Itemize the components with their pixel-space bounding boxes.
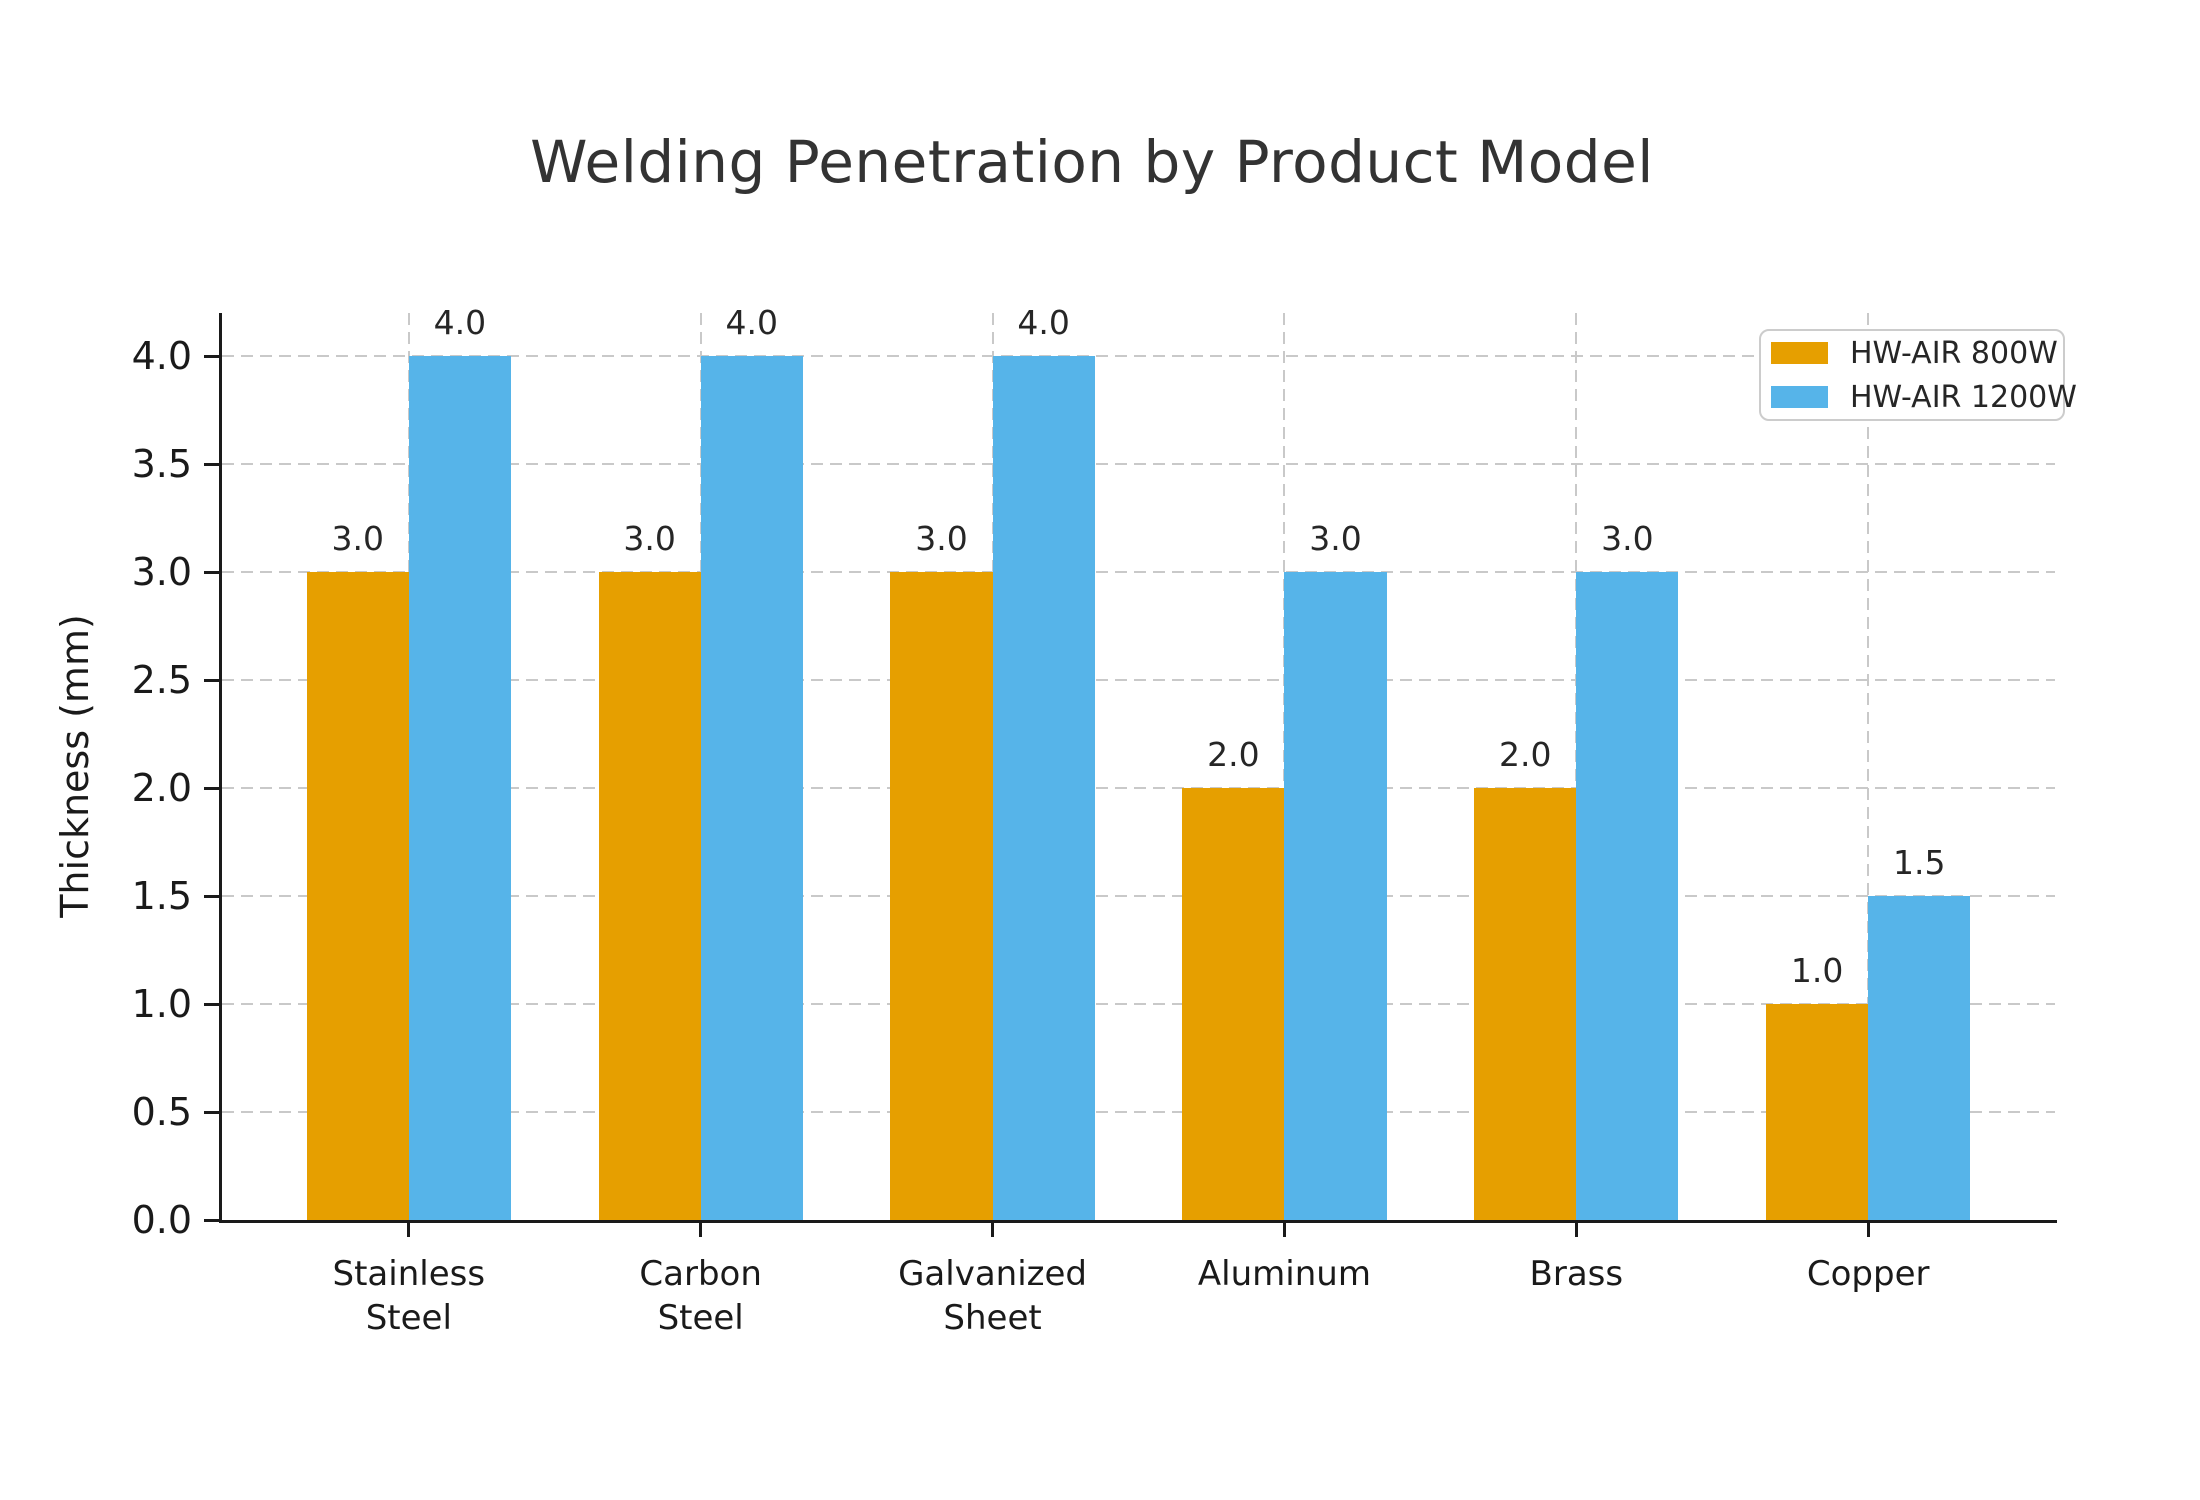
h-gridline <box>222 1111 2055 1114</box>
bar-hw-air-800w-copper <box>1766 1004 1869 1220</box>
y-tick-label: 1.0 <box>131 982 192 1027</box>
x-tick-label: Copper <box>1806 1254 1930 1294</box>
bar-value-label: 4.0 <box>725 303 778 343</box>
y-tick-mark <box>204 570 219 574</box>
bar-value-label: 4.0 <box>1017 303 1070 343</box>
bar-value-label: 3.0 <box>1601 519 1654 559</box>
legend-swatch-icon <box>1771 342 1828 364</box>
h-gridline <box>222 355 2055 358</box>
bar-hw-air-800w-aluminum <box>1182 788 1285 1220</box>
v-gridline <box>1867 313 1870 1220</box>
y-tick-label: 4.0 <box>131 334 192 379</box>
x-tick-mark <box>407 1223 411 1237</box>
y-tick-mark <box>204 894 219 898</box>
y-tick-label: 1.5 <box>131 874 192 919</box>
h-gridline <box>222 787 2055 790</box>
y-tick-label: 0.0 <box>131 1198 192 1242</box>
y-tick-mark <box>204 678 219 682</box>
h-gridline <box>222 463 2055 466</box>
bar-value-label: 3.0 <box>331 519 384 559</box>
y-axis-spine <box>219 313 222 1220</box>
h-gridline <box>222 679 2055 682</box>
bar-value-label: 4.0 <box>433 303 487 343</box>
bar-hw-air-800w-galvanized-sheet <box>890 572 993 1220</box>
bar-value-label: 3.0 <box>915 519 968 559</box>
chart-title: Welding Penetration by Product Model <box>530 128 1654 196</box>
y-tick-mark <box>204 462 219 466</box>
bar-hw-air-1200w-galvanized-sheet <box>992 356 1095 1220</box>
legend-label: HW-AIR 800W <box>1850 335 2058 371</box>
x-tick-mark <box>1282 1223 1286 1237</box>
y-tick-mark <box>204 1218 219 1222</box>
y-tick-mark <box>204 1002 219 1006</box>
x-tick-mark <box>1574 1223 1578 1237</box>
y-tick-mark <box>204 786 219 790</box>
y-axis-label: Thickness (mm) <box>53 614 97 918</box>
x-tick-mark <box>991 1223 995 1237</box>
bar-hw-air-1200w-copper <box>1868 896 1971 1220</box>
x-tick-label: Carbon Steel <box>639 1254 762 1339</box>
h-gridline <box>222 571 2055 574</box>
x-axis-spine <box>219 1220 2057 1223</box>
bar-hw-air-800w-brass <box>1474 788 1577 1220</box>
x-tick-mark <box>699 1223 703 1237</box>
bar-value-label: 2.0 <box>1498 735 1552 775</box>
h-gridline <box>222 1003 2055 1006</box>
legend-row: HW-AIR 800W <box>1771 336 2058 371</box>
bar-hw-air-1200w-carbon-steel <box>700 356 803 1220</box>
x-tick-label: Aluminum <box>1197 1254 1371 1294</box>
bar-value-label: 1.0 <box>1790 951 1844 991</box>
bar-value-label: 1.5 <box>1893 843 1946 883</box>
bar-value-label: 3.0 <box>623 519 676 559</box>
y-tick-label: 3.0 <box>131 550 192 595</box>
bar-hw-air-1200w-brass <box>1576 572 1679 1220</box>
x-tick-label: Stainless Steel <box>332 1254 486 1339</box>
y-tick-label: 2.5 <box>131 658 192 703</box>
legend-row: HW-AIR 1200W <box>1771 380 2077 415</box>
bar-hw-air-1200w-stainless-steel <box>408 356 511 1220</box>
x-tick-label: Galvanized Sheet <box>898 1254 1088 1339</box>
legend-label: HW-AIR 1200W <box>1850 379 2077 415</box>
x-tick-label: Brass <box>1529 1254 1624 1294</box>
bar-hw-air-800w-carbon-steel <box>598 572 701 1220</box>
bar-value-label: 3.0 <box>1309 519 1362 559</box>
y-tick-label: 3.5 <box>131 442 192 487</box>
plot-area: 3.0 4.0 3.0 4.0 3.0 4.0 2.0 3.0 2.0 3.0 1.0 1.5 0.0… <box>132 303 2057 1338</box>
legend-swatch-icon <box>1771 386 1828 408</box>
y-tick-mark <box>204 1110 219 1114</box>
y-tick-label: 0.5 <box>131 1090 192 1135</box>
y-tick-label: 2.0 <box>131 766 192 811</box>
h-gridline <box>222 895 2055 898</box>
legend: HW-AIR 800W HW-AIR 1200W <box>1759 329 2077 421</box>
bar-hw-air-800w-stainless-steel <box>306 572 409 1220</box>
x-tick-mark <box>1866 1223 1870 1237</box>
y-tick-mark <box>204 354 219 358</box>
bar-hw-air-1200w-aluminum <box>1284 572 1387 1220</box>
bar-value-label: 2.0 <box>1207 735 1260 775</box>
